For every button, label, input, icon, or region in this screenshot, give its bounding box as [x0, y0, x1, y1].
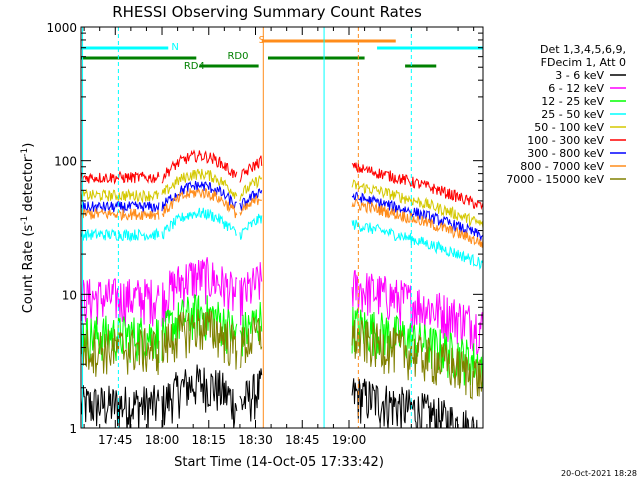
- y-axis-label: Count Rate (s-1 detector-1): [20, 143, 36, 314]
- plot-frame: [80, 26, 484, 429]
- chart-title: RHESSI Observing Summary Count Rates: [112, 3, 422, 21]
- series-trace-1: [81, 257, 483, 355]
- legend-label-7: 800 - 7000 keV: [520, 160, 604, 173]
- legend-label-6: 300 - 800 keV: [527, 147, 604, 160]
- x-tick-label-1: 18:00: [145, 433, 180, 447]
- y-tick-label-2: 100: [54, 155, 77, 169]
- x-tick-label-3: 18:30: [238, 433, 273, 447]
- x-tick-label-5: 19:00: [332, 433, 367, 447]
- legend-label-1: 6 - 12 keV: [548, 82, 604, 95]
- legend-header-1: FDecim 1, Att 0: [541, 56, 626, 69]
- x-tick-label-4: 18:45: [285, 433, 320, 447]
- status-bar-label-3: RD4: [184, 61, 205, 72]
- legend: Det 1,3,4,5,6,9,FDecim 1, Att 03 - 6 keV…: [506, 43, 626, 186]
- y-axis-label-main: Count Rate (s: [21, 225, 36, 314]
- status-bar-label-1: S: [259, 35, 265, 46]
- y-tick-label-1: 10: [62, 288, 77, 302]
- legend-label-5: 100 - 300 keV: [527, 134, 604, 147]
- series-trace-6: [81, 180, 483, 241]
- x-tick-label-0: 17:45: [98, 433, 133, 447]
- y-axis-label-rest: detector: [21, 156, 36, 216]
- status-bars: N S RD0 RD4: [81, 35, 483, 72]
- series-trace-8: [81, 309, 483, 400]
- series-trace-5: [81, 149, 483, 211]
- y-axis-label-sup2: -1: [20, 148, 30, 157]
- legend-header-0: Det 1,3,4,5,6,9,: [540, 43, 626, 56]
- y-axis-label-end: ): [21, 143, 36, 148]
- legend-label-4: 50 - 100 keV: [534, 121, 604, 134]
- y-tick-label-3: 1000: [46, 21, 77, 35]
- legend-label-0: 3 - 6 keV: [555, 69, 604, 82]
- series-trace-4: [81, 168, 483, 229]
- y-tick-label-0: 1: [69, 422, 77, 436]
- axes: 17:45 18:00 18:15 18:30 18:45 19:00 1 10 100 1000: [46, 21, 483, 447]
- x-axis-label: Start Time (14-Oct-05 17:33:42): [174, 455, 384, 470]
- legend-label-2: 12 - 25 keV: [541, 95, 604, 108]
- attenuator-markers: [82, 27, 412, 428]
- legend-label-3: 25 - 50 keV: [541, 108, 604, 121]
- series-trace-7: [81, 187, 483, 248]
- x-tick-label-2: 18:15: [191, 433, 226, 447]
- series-layer: [81, 149, 483, 428]
- status-bar-label-2: RD0: [227, 51, 248, 62]
- footer-date: 20-Oct-2021 18:28: [561, 469, 637, 478]
- series-trace-3: [81, 207, 483, 271]
- y-axis-label-sup: -1: [20, 216, 30, 225]
- series-trace-0: [81, 364, 478, 428]
- status-bar-label-0: N: [171, 42, 178, 53]
- legend-label-8: 7000 - 15000 keV: [506, 173, 604, 186]
